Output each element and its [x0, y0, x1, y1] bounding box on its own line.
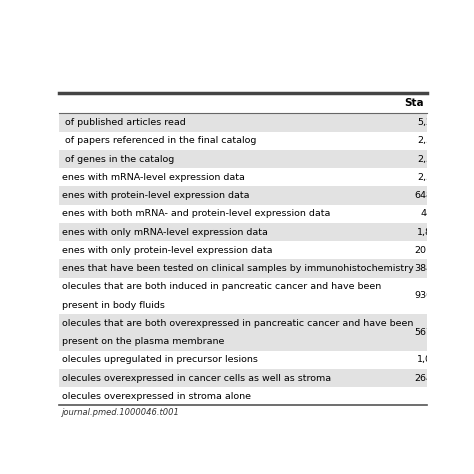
- Bar: [59, 132, 427, 150]
- Bar: [59, 387, 427, 405]
- Text: 2,5: 2,5: [417, 155, 432, 164]
- Bar: [59, 168, 427, 186]
- Text: present on the plasma membrane: present on the plasma membrane: [62, 337, 225, 346]
- Text: of genes in the catalog: of genes in the catalog: [62, 155, 174, 164]
- Text: present in body fluids: present in body fluids: [62, 301, 165, 310]
- Text: of published articles read: of published articles read: [62, 118, 186, 127]
- Text: 567: 567: [414, 328, 432, 337]
- Text: enes with only protein-level expression data: enes with only protein-level expression …: [62, 246, 273, 255]
- Text: olecules that are both overexpressed in pancreatic cancer and have been: olecules that are both overexpressed in …: [62, 319, 413, 328]
- Bar: [59, 259, 427, 278]
- Bar: [59, 223, 427, 241]
- Bar: [59, 369, 427, 387]
- Text: 201: 201: [414, 246, 432, 255]
- Bar: [59, 150, 427, 168]
- Text: Sta: Sta: [404, 99, 424, 109]
- Bar: [59, 241, 427, 259]
- Text: olecules overexpressed in cancer cells as well as stroma: olecules overexpressed in cancer cells a…: [62, 374, 331, 383]
- Bar: [59, 186, 427, 205]
- Text: 2,3: 2,3: [417, 173, 432, 182]
- Text: 648: 648: [414, 191, 432, 200]
- Bar: [59, 205, 427, 223]
- Text: enes with both mRNA- and protein-level expression data: enes with both mRNA- and protein-level e…: [62, 210, 330, 219]
- Text: enes that have been tested on clinical samples by immunohistochemistry: enes that have been tested on clinical s…: [62, 264, 414, 273]
- Text: olecules overexpressed in stroma alone: olecules overexpressed in stroma alone: [62, 392, 251, 401]
- Bar: [59, 278, 427, 314]
- Text: 930: 930: [414, 292, 432, 301]
- Text: 44: 44: [420, 210, 432, 219]
- Bar: [59, 314, 427, 351]
- Text: 5: 5: [426, 392, 432, 401]
- Text: enes with only mRNA-level expression data: enes with only mRNA-level expression dat…: [62, 228, 268, 237]
- Text: 1,8: 1,8: [417, 228, 432, 237]
- Text: 1,0: 1,0: [417, 356, 432, 365]
- Text: enes with protein-level expression data: enes with protein-level expression data: [62, 191, 250, 200]
- Bar: [59, 351, 427, 369]
- Bar: [59, 113, 427, 132]
- Text: of papers referenced in the final catalog: of papers referenced in the final catalo…: [62, 137, 256, 146]
- Text: 384: 384: [414, 264, 432, 273]
- Text: olecules upregulated in precursor lesions: olecules upregulated in precursor lesion…: [62, 356, 258, 365]
- Text: journal.pmed.1000046.t001: journal.pmed.1000046.t001: [62, 409, 180, 417]
- Text: 2,3: 2,3: [417, 137, 432, 146]
- Text: enes with mRNA-level expression data: enes with mRNA-level expression data: [62, 173, 245, 182]
- Text: olecules that are both induced in pancreatic cancer and have been: olecules that are both induced in pancre…: [62, 283, 382, 292]
- Text: 5,2: 5,2: [417, 118, 432, 127]
- Text: 264: 264: [414, 374, 432, 383]
